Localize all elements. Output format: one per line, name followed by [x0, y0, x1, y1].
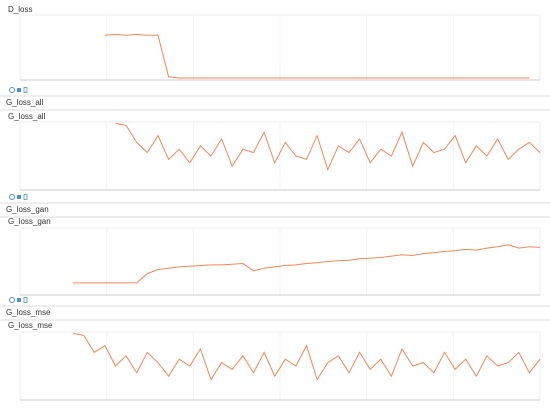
- icon-button[interactable]: [9, 87, 15, 93]
- chart-title: G_loss_all: [8, 112, 46, 121]
- icon-button[interactable]: [9, 194, 15, 200]
- group-header: G_loss_gan: [6, 205, 49, 214]
- chart-title: G_loss_gan: [8, 217, 51, 226]
- icon-button[interactable]: [17, 88, 21, 92]
- icon-button[interactable]: [9, 297, 15, 303]
- series-line: [73, 332, 541, 381]
- series-line: [104, 33, 530, 79]
- icon-button[interactable]: [23, 194, 28, 200]
- group-header: G_loss_mse: [6, 308, 51, 317]
- icon-button[interactable]: [23, 297, 28, 303]
- chart-title: G_loss_mse: [8, 321, 53, 330]
- group-header: G_loss_all: [6, 98, 44, 107]
- icon-button[interactable]: [17, 298, 21, 302]
- series-line: [73, 244, 541, 284]
- icon-button[interactable]: [23, 87, 28, 93]
- icon-button[interactable]: [17, 195, 21, 199]
- chart-title: D_loss: [8, 5, 32, 14]
- series-line: [115, 122, 541, 172]
